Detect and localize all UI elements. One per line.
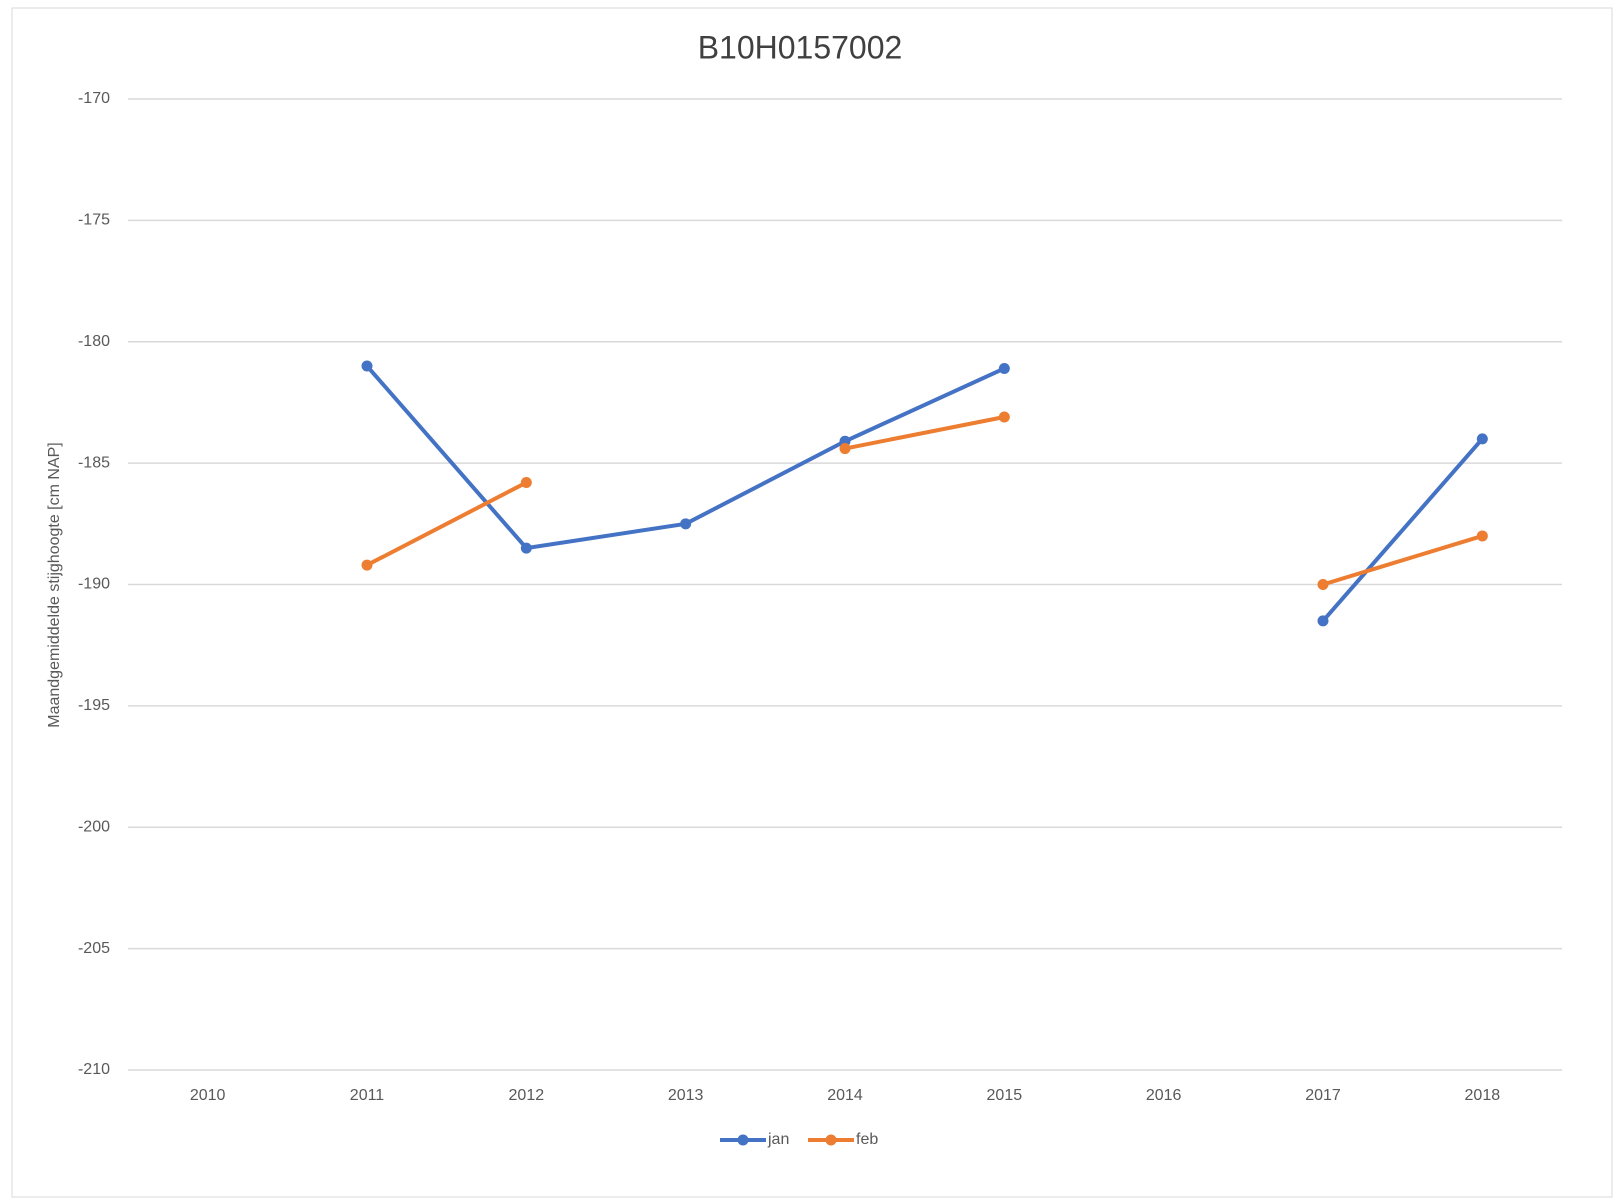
x-tick-label: 2010	[190, 1087, 226, 1104]
data-point	[680, 518, 692, 530]
data-point	[361, 360, 373, 372]
chart-border	[11, 7, 1613, 1198]
data-point	[361, 559, 373, 571]
y-tick-label: -180	[78, 333, 110, 350]
x-tick-label: 2017	[1305, 1087, 1341, 1104]
x-tick-label: 2013	[668, 1087, 704, 1104]
y-tick-label: -200	[78, 818, 110, 835]
x-tick-label: 2014	[827, 1087, 863, 1104]
y-tick-label: -190	[78, 576, 110, 593]
data-point	[839, 443, 851, 455]
data-point	[1476, 433, 1488, 445]
series-line	[366, 415, 1483, 587]
legend-label: feb	[856, 1131, 878, 1148]
x-tick-label: 2018	[1465, 1087, 1501, 1104]
x-tick-label: 2016	[1146, 1087, 1182, 1104]
data-point	[1476, 530, 1488, 542]
data-point	[520, 477, 532, 489]
y-tick-label: -195	[78, 697, 110, 714]
y-tick-label: -205	[78, 940, 110, 957]
data-point	[998, 411, 1010, 423]
x-tick-label: 2011	[350, 1087, 385, 1104]
data-point	[1317, 615, 1329, 627]
legend-marker	[825, 1134, 837, 1146]
chart-title: B10H0157002	[698, 29, 903, 65]
y-tick-label: -175	[78, 212, 110, 229]
data-point	[998, 362, 1010, 374]
x-tick-label: 2012	[509, 1087, 545, 1104]
y-tick-label: -185	[78, 454, 110, 471]
y-tick-label: -170	[78, 90, 110, 107]
y-tick-label: -210	[78, 1061, 110, 1078]
y-axis-title: Maandgemiddelde stijghoogte [cm NAP]	[46, 442, 63, 728]
legend-label: jan	[767, 1131, 789, 1148]
data-point	[520, 542, 532, 554]
legend-marker	[737, 1134, 749, 1146]
data-point	[1317, 579, 1329, 590]
x-tick-label: 2015	[987, 1087, 1023, 1104]
